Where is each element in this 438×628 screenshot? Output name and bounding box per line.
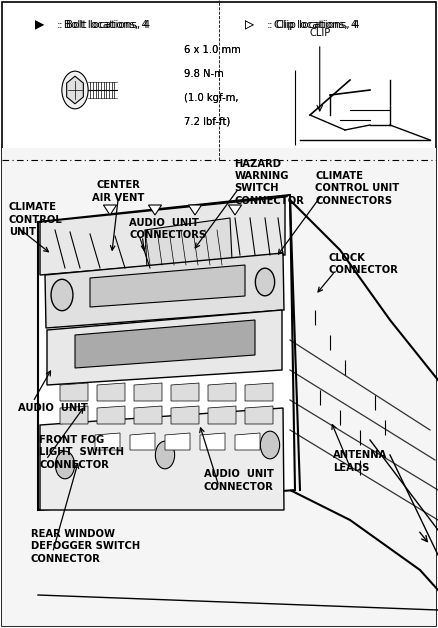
Text: CLIP: CLIP <box>309 28 330 38</box>
Text: 6 x 1.0 mm: 6 x 1.0 mm <box>184 45 241 55</box>
Polygon shape <box>235 433 260 450</box>
Text: CLIMATE
CONTROL
UNIT: CLIMATE CONTROL UNIT <box>9 202 63 237</box>
Polygon shape <box>103 205 117 215</box>
Polygon shape <box>229 205 242 215</box>
Polygon shape <box>165 433 190 450</box>
Circle shape <box>62 71 88 109</box>
Text: 7.2 lbf-ft): 7.2 lbf-ft) <box>184 117 230 127</box>
Polygon shape <box>97 383 125 401</box>
Text: 6 x 1.0 mm: 6 x 1.0 mm <box>184 45 241 55</box>
Polygon shape <box>245 406 273 424</box>
Polygon shape <box>60 383 88 401</box>
Circle shape <box>55 451 74 479</box>
Text: ▷: ▷ <box>245 19 254 31</box>
Polygon shape <box>171 383 199 401</box>
Polygon shape <box>47 310 282 385</box>
Text: HAZARD
WARNING
SWITCH
CONNECTOR: HAZARD WARNING SWITCH CONNECTOR <box>234 158 304 206</box>
Text: ▶: ▶ <box>35 19 44 31</box>
Polygon shape <box>208 383 236 401</box>
Text: : Bolt locations, 4: : Bolt locations, 4 <box>57 20 148 30</box>
Polygon shape <box>130 433 155 450</box>
Polygon shape <box>95 433 120 450</box>
Text: CENTER
AIR VENT: CENTER AIR VENT <box>92 180 145 203</box>
Polygon shape <box>208 406 236 424</box>
Circle shape <box>51 279 73 311</box>
Polygon shape <box>200 433 225 450</box>
Polygon shape <box>40 197 285 275</box>
Polygon shape <box>38 195 295 510</box>
Text: ANTENNA
LEADS: ANTENNA LEADS <box>333 450 387 473</box>
Polygon shape <box>148 205 162 215</box>
Polygon shape <box>60 406 88 424</box>
Polygon shape <box>245 383 273 401</box>
Polygon shape <box>67 76 83 104</box>
Circle shape <box>67 79 82 100</box>
Polygon shape <box>45 253 284 328</box>
Text: ▷: ▷ <box>245 19 254 31</box>
Text: : Bolt locations, 4: : Bolt locations, 4 <box>59 20 150 30</box>
Circle shape <box>155 441 175 469</box>
Text: AUDIO  UNIT
CONNECTOR: AUDIO UNIT CONNECTOR <box>204 469 274 492</box>
Polygon shape <box>97 406 125 424</box>
Text: : Clip locations, 4: : Clip locations, 4 <box>267 20 358 30</box>
Polygon shape <box>90 265 245 307</box>
Bar <box>2 148 436 626</box>
Polygon shape <box>171 406 199 424</box>
Text: AUDIO  UNIT
CONNECTORS: AUDIO UNIT CONNECTORS <box>129 218 206 241</box>
Circle shape <box>255 268 275 296</box>
Text: (1.0 kgf-m,: (1.0 kgf-m, <box>184 93 238 103</box>
Polygon shape <box>134 383 162 401</box>
Polygon shape <box>145 218 232 268</box>
Text: ▶: ▶ <box>35 19 44 31</box>
Text: FRONT FOG
LIGHT  SWITCH
CONNECTOR: FRONT FOG LIGHT SWITCH CONNECTOR <box>39 435 124 470</box>
Text: 7.2 lbf-ft): 7.2 lbf-ft) <box>184 117 230 127</box>
Text: 9.8 N-m: 9.8 N-m <box>184 69 224 79</box>
Text: REAR WINDOW
DEFOGGER SWITCH
CONNECTOR: REAR WINDOW DEFOGGER SWITCH CONNECTOR <box>31 529 140 564</box>
Text: AUDIO  UNIT: AUDIO UNIT <box>18 403 88 413</box>
Polygon shape <box>40 408 284 510</box>
Text: CLOCK
CONNECTOR: CLOCK CONNECTOR <box>328 252 399 275</box>
Text: : Clip locations, 4: : Clip locations, 4 <box>269 20 360 30</box>
Text: 9.8 N-m: 9.8 N-m <box>184 69 224 79</box>
Circle shape <box>260 431 279 459</box>
Polygon shape <box>75 320 255 368</box>
Text: CLIMATE
CONTROL UNIT
CONNECTORS: CLIMATE CONTROL UNIT CONNECTORS <box>315 171 399 206</box>
Text: (1.0 kgf-m,: (1.0 kgf-m, <box>184 93 238 103</box>
Polygon shape <box>188 205 201 215</box>
Polygon shape <box>134 406 162 424</box>
